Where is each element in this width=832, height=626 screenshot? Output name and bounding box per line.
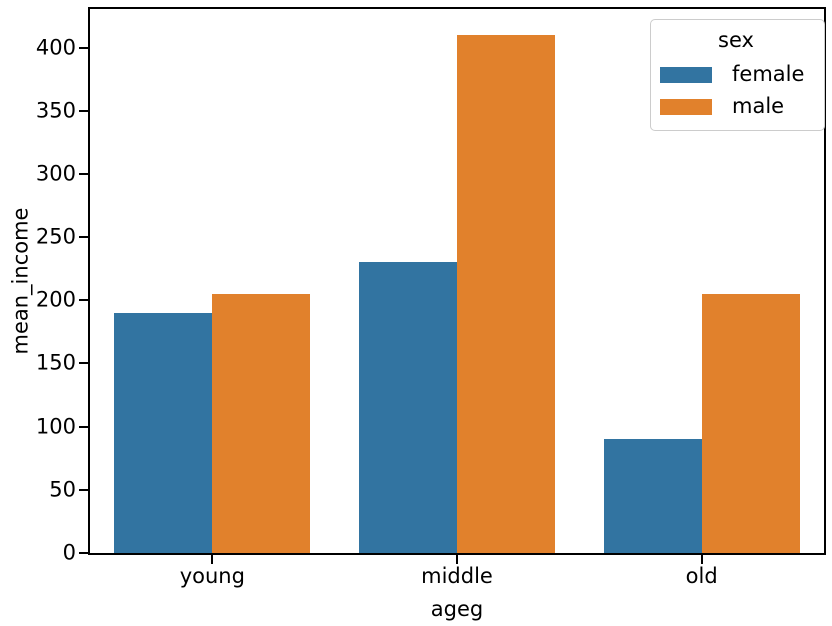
legend-swatch [660, 98, 712, 115]
y-tick-mark [79, 109, 88, 112]
legend-label: male [732, 94, 785, 119]
x-tick-label-young: young [179, 564, 245, 588]
bar-young-male [212, 293, 311, 553]
legend-title: sex [718, 28, 754, 52]
x-tick-label-middle: middle [421, 564, 493, 588]
legend: sex female male [650, 19, 825, 131]
bar-middle-female [359, 262, 457, 553]
y-tick-label: 250 [35, 224, 76, 249]
y-tick-mark [79, 425, 88, 428]
y-tick-mark [79, 488, 88, 491]
bar-young-female [114, 312, 213, 553]
x-tick-mark [456, 555, 458, 564]
bars-container [90, 9, 824, 553]
y-tick-mark [79, 552, 88, 554]
y-tick-mark [79, 362, 88, 365]
legend-swatch [660, 66, 712, 83]
y-tick-label: 200 [35, 287, 76, 312]
bar-old-male [701, 293, 800, 553]
legend-label: female [732, 62, 805, 87]
y-tick-mark [79, 236, 88, 239]
y-tick-mark [79, 172, 88, 175]
legend-entry-male: male [660, 96, 812, 117]
bar-middle-male [457, 34, 555, 553]
x-axis-label: ageg [430, 597, 484, 621]
y-tick-label: 50 [49, 477, 76, 502]
y-tick-label: 350 [35, 98, 76, 123]
x-tick-mark [700, 555, 703, 564]
y-tick-label: 100 [35, 414, 76, 439]
y-tick-label: 0 [62, 540, 76, 565]
x-tick-mark [211, 555, 214, 564]
y-tick-label: 300 [35, 161, 76, 186]
y-tick-label: 400 [35, 35, 76, 60]
x-tick-label-old: old [685, 564, 718, 588]
y-tick-label: 150 [35, 350, 76, 375]
legend-entry-female: female [660, 64, 812, 85]
bar-old-female [603, 439, 702, 553]
y-tick-mark [79, 299, 88, 302]
y-tick-mark [79, 46, 88, 49]
